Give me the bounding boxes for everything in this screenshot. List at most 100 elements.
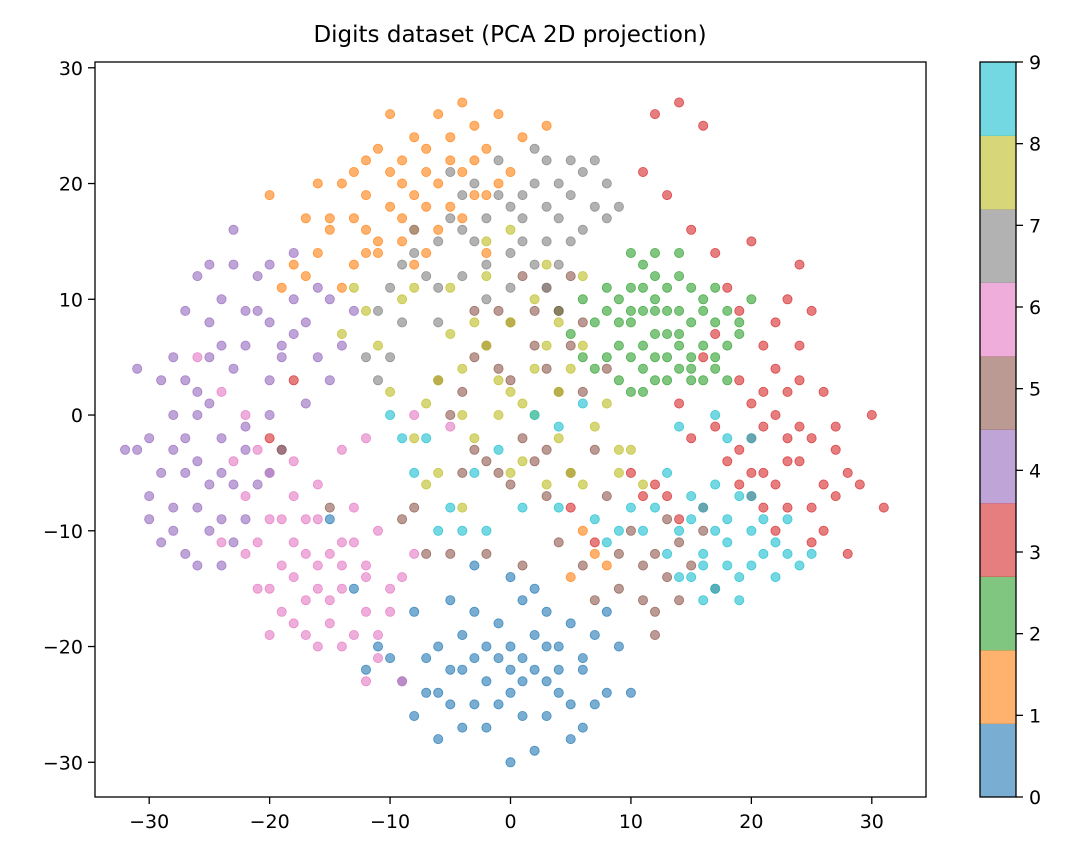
data-point-class-4 bbox=[264, 409, 275, 420]
data-point-class-6 bbox=[360, 560, 371, 571]
data-point-class-3 bbox=[589, 537, 600, 548]
data-point-class-9 bbox=[746, 525, 757, 536]
data-point-class-1 bbox=[360, 155, 371, 166]
data-point-class-1 bbox=[601, 560, 612, 571]
colorbar-tick-label: 8 bbox=[1029, 134, 1041, 156]
data-point-class-2 bbox=[625, 352, 636, 363]
data-point-class-0 bbox=[529, 583, 540, 594]
data-point-class-4 bbox=[228, 224, 239, 235]
data-point-class-6 bbox=[385, 583, 396, 594]
data-point-class-7 bbox=[613, 201, 624, 212]
data-point-class-7 bbox=[589, 155, 600, 166]
data-point-class-3 bbox=[686, 224, 697, 235]
data-point-class-6 bbox=[409, 409, 420, 420]
data-point-class-7 bbox=[517, 236, 528, 247]
data-point-class-9 bbox=[481, 525, 492, 536]
data-point-class-5 bbox=[650, 630, 661, 641]
data-point-class-2 bbox=[686, 363, 697, 374]
data-point-class-1 bbox=[397, 213, 408, 224]
data-point-class-1 bbox=[397, 155, 408, 166]
data-point-class-9 bbox=[698, 548, 709, 559]
data-point-class-5 bbox=[553, 537, 564, 548]
data-point-class-7 bbox=[493, 190, 504, 201]
data-point-class-6 bbox=[360, 572, 371, 583]
data-point-class-5 bbox=[517, 433, 528, 444]
data-point-class-7 bbox=[601, 213, 612, 224]
data-point-class-7 bbox=[385, 282, 396, 293]
data-point-class-3 bbox=[794, 340, 805, 351]
data-point-class-1 bbox=[397, 236, 408, 247]
data-point-class-5 bbox=[601, 491, 612, 502]
data-point-class-7 bbox=[529, 259, 540, 270]
data-point-class-7 bbox=[372, 305, 383, 316]
data-point-class-0 bbox=[601, 606, 612, 617]
data-point-class-5 bbox=[601, 363, 612, 374]
data-point-class-1 bbox=[409, 132, 420, 143]
data-point-class-0 bbox=[505, 757, 516, 768]
data-point-class-3 bbox=[758, 467, 769, 478]
data-point-class-5 bbox=[469, 444, 480, 455]
y-tick-label: 20 bbox=[59, 174, 83, 196]
data-point-class-9 bbox=[770, 572, 781, 583]
data-point-class-1 bbox=[385, 109, 396, 120]
data-point-class-5 bbox=[541, 444, 552, 455]
y-tick-label: −30 bbox=[43, 752, 83, 774]
data-point-class-3 bbox=[770, 525, 781, 536]
data-point-class-2 bbox=[686, 375, 697, 386]
data-point-class-0 bbox=[577, 664, 588, 675]
data-point-class-0 bbox=[469, 606, 480, 617]
data-point-class-9 bbox=[493, 444, 504, 455]
data-point-class-2 bbox=[577, 294, 588, 305]
data-point-class-2 bbox=[722, 375, 733, 386]
data-point-class-1 bbox=[348, 166, 359, 177]
data-point-class-7 bbox=[360, 352, 371, 363]
data-point-class-4 bbox=[324, 294, 335, 305]
colorbar-segment-1 bbox=[980, 650, 1016, 724]
data-point-class-0 bbox=[445, 699, 456, 710]
data-point-class-2 bbox=[686, 317, 697, 328]
data-point-class-8 bbox=[565, 467, 576, 478]
data-point-class-3 bbox=[565, 502, 576, 513]
data-point-class-2 bbox=[662, 328, 673, 339]
data-point-class-3 bbox=[794, 456, 805, 467]
data-point-class-6 bbox=[348, 537, 359, 548]
data-point-class-3 bbox=[758, 386, 769, 397]
data-point-class-3 bbox=[625, 467, 636, 478]
data-point-class-5 bbox=[589, 595, 600, 606]
data-point-class-6 bbox=[397, 676, 408, 687]
data-point-class-9 bbox=[650, 502, 661, 513]
data-point-class-4 bbox=[204, 317, 215, 328]
data-point-class-6 bbox=[312, 479, 323, 490]
colorbar-segment-8 bbox=[980, 135, 1016, 210]
y-tick-label: 30 bbox=[59, 58, 83, 80]
data-point-class-2 bbox=[638, 305, 649, 316]
data-point-class-2 bbox=[638, 259, 649, 270]
data-point-class-6 bbox=[240, 491, 251, 502]
data-point-class-0 bbox=[541, 606, 552, 617]
data-point-class-0 bbox=[360, 664, 371, 675]
data-point-class-3 bbox=[830, 491, 841, 502]
data-point-class-5 bbox=[409, 502, 420, 513]
data-point-class-2 bbox=[662, 305, 673, 316]
data-point-class-0 bbox=[469, 699, 480, 710]
data-point-class-0 bbox=[577, 722, 588, 733]
data-point-class-4 bbox=[216, 433, 227, 444]
data-point-class-5 bbox=[481, 456, 492, 467]
data-point-class-9 bbox=[589, 514, 600, 525]
data-point-class-3 bbox=[686, 433, 697, 444]
data-point-class-5 bbox=[686, 560, 697, 571]
data-point-class-2 bbox=[613, 340, 624, 351]
data-point-class-0 bbox=[529, 745, 540, 756]
data-point-class-1 bbox=[433, 224, 444, 235]
data-point-class-7 bbox=[433, 236, 444, 247]
data-point-class-2 bbox=[638, 363, 649, 374]
colorbar-segment-4 bbox=[980, 429, 1016, 504]
data-point-class-6 bbox=[216, 537, 227, 548]
data-point-class-5 bbox=[577, 560, 588, 571]
colorbar-tick-label: 5 bbox=[1029, 379, 1041, 401]
data-point-class-3 bbox=[770, 409, 781, 420]
data-point-class-8 bbox=[336, 328, 347, 339]
data-point-class-7 bbox=[565, 190, 576, 201]
data-point-class-9 bbox=[686, 491, 697, 502]
data-point-class-1 bbox=[469, 120, 480, 131]
